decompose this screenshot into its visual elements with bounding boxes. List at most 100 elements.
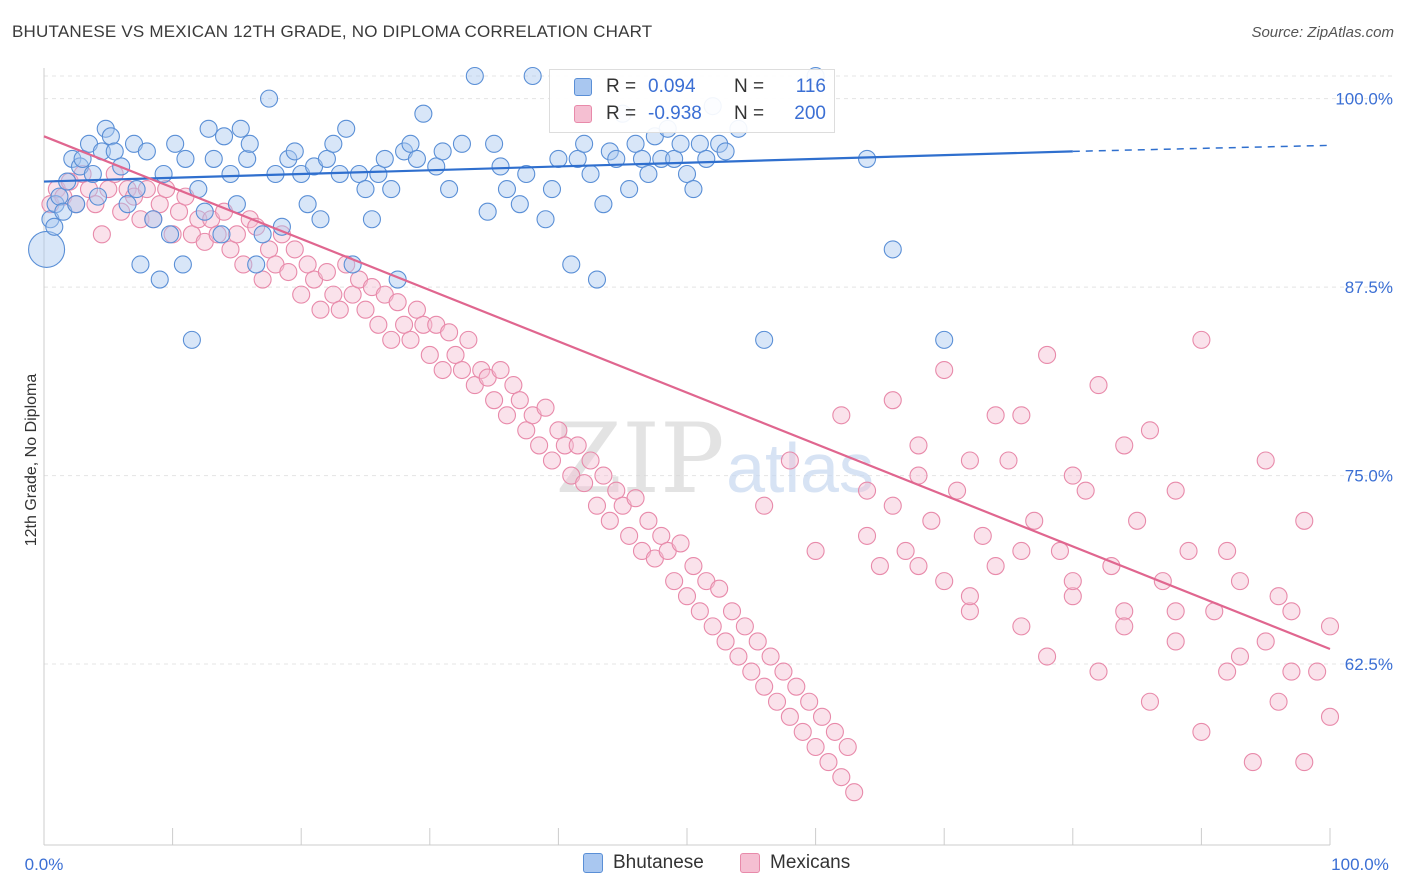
x-tick-label: 100.0%: [1331, 855, 1389, 874]
legend-n-label: N =: [734, 76, 765, 97]
mexicans-point: [1038, 345, 1057, 365]
mexicans-point: [433, 360, 452, 380]
mexicans-point: [755, 677, 774, 696]
mexicans-point: [684, 556, 703, 576]
watermark-zip: ZIP: [555, 403, 724, 515]
bhutanese-point: [491, 157, 510, 176]
mexicans-point: [1230, 647, 1250, 666]
mexicans-point: [317, 262, 336, 282]
chart-title: BHUTANESE VS MEXICAN 12TH GRADE, NO DIPL…: [12, 22, 653, 41]
bhutanese-point: [212, 225, 231, 244]
legend-r-label: R =: [606, 76, 637, 97]
mexicans-point: [883, 391, 902, 410]
mexicans-point: [1218, 662, 1237, 681]
mexicans-point: [587, 496, 607, 515]
bhutanese-point: [594, 195, 613, 214]
y-tick-label: 75.0%: [1345, 467, 1393, 486]
mexicans-point: [356, 300, 375, 319]
bhutanese-point: [154, 164, 173, 184]
bhutanese-point: [238, 149, 257, 168]
bhutanese-point: [697, 149, 716, 168]
bhutanese-point: [716, 142, 735, 161]
mexicans-point: [857, 481, 877, 500]
mexicans-point: [1089, 662, 1108, 681]
mexicans-point: [86, 195, 105, 214]
mexicans-point: [832, 406, 851, 425]
bhutanese-point: [195, 202, 214, 221]
mexicans-point: [279, 262, 298, 282]
bhutanese-point: [568, 149, 587, 168]
bhutanese-swatch: [574, 78, 592, 96]
bhutanese-point: [240, 134, 259, 153]
mexicans-point: [234, 255, 253, 274]
mexicans-point: [549, 421, 568, 440]
mexicans-point: [369, 315, 388, 334]
mexicans-point: [472, 360, 491, 380]
bhutanese-point: [105, 142, 124, 161]
bhutanese-point: [690, 134, 709, 153]
mexicans-point: [137, 180, 156, 199]
mexicans-point: [999, 451, 1018, 470]
x-tick-label: 0.0%: [25, 855, 64, 874]
mexicans-point: [774, 662, 793, 681]
mexicans-trend-line: [43, 135, 1331, 651]
legend-label: Mexicans: [770, 852, 851, 873]
mexicans-point: [504, 376, 523, 395]
mexicans-point: [510, 391, 529, 410]
mexicans-point: [639, 511, 658, 530]
mexicans-point: [1295, 511, 1314, 530]
bhutanese-point: [166, 134, 185, 153]
bhutanese-point: [510, 195, 529, 214]
mexicans-point: [825, 722, 844, 741]
mexicans-point: [1320, 707, 1340, 726]
mexicans-point: [1243, 753, 1262, 772]
bhutanese-trend-extension: [1072, 144, 1331, 153]
bhutanese-point: [562, 255, 581, 274]
mexicans-point: [1063, 587, 1082, 606]
mexicans-point: [935, 360, 954, 380]
bhutanese-point: [935, 330, 954, 349]
mexicans-point: [742, 662, 761, 681]
mexicans-point: [73, 164, 92, 184]
bhutanese-point: [204, 149, 223, 168]
mexicans-point: [517, 421, 536, 440]
mexicans-point: [722, 602, 742, 621]
legend-item-bhutanese[interactable]: Bhutanese: [583, 852, 704, 874]
bhutanese-point: [607, 149, 626, 168]
y-tick-label: 87.5%: [1345, 278, 1393, 297]
bhutanese-point: [452, 134, 472, 153]
mexicans-point: [986, 556, 1005, 576]
bhutanese-point: [311, 210, 330, 229]
bhutanese-point: [50, 187, 69, 206]
legend-row-mexicans: R = -0.938 N = 200: [574, 101, 826, 127]
watermark-atlas: atlas: [726, 429, 874, 507]
bhutanese-point: [88, 187, 108, 206]
mexicans-point: [1256, 451, 1275, 470]
mexicans-point: [1115, 617, 1134, 636]
mexicans-point: [806, 737, 825, 757]
mexicans-point: [382, 330, 401, 349]
mexicans-point: [767, 692, 787, 711]
mexicans-point: [832, 768, 851, 787]
bhutanese-point: [176, 149, 195, 168]
mexicans-point: [1153, 572, 1172, 591]
mexicans-point: [401, 330, 420, 349]
bhutanese-point: [600, 142, 619, 161]
mexicans-point: [1308, 662, 1327, 681]
mexicans-point: [620, 526, 639, 545]
legend-n-label: N =: [734, 103, 765, 124]
mexicans-point: [1166, 481, 1185, 500]
bhutanese-point: [549, 149, 568, 168]
y-tick-label: 100.0%: [1335, 90, 1393, 109]
bhutanese-point: [639, 164, 658, 184]
bhutanese-point: [63, 149, 82, 168]
legend-row-bhutanese: R = 0.094 N = 116: [574, 74, 826, 100]
mexicans-point: [1128, 511, 1147, 530]
mexicans-point: [710, 579, 729, 598]
mexicans-point: [690, 602, 709, 621]
mexicans-point: [253, 270, 272, 289]
legend-item-mexicans[interactable]: Mexicans: [740, 852, 850, 874]
bhutanese-point: [150, 270, 169, 289]
legend-r-value: 0.094: [648, 76, 696, 97]
bhutanese-point: [575, 134, 594, 153]
